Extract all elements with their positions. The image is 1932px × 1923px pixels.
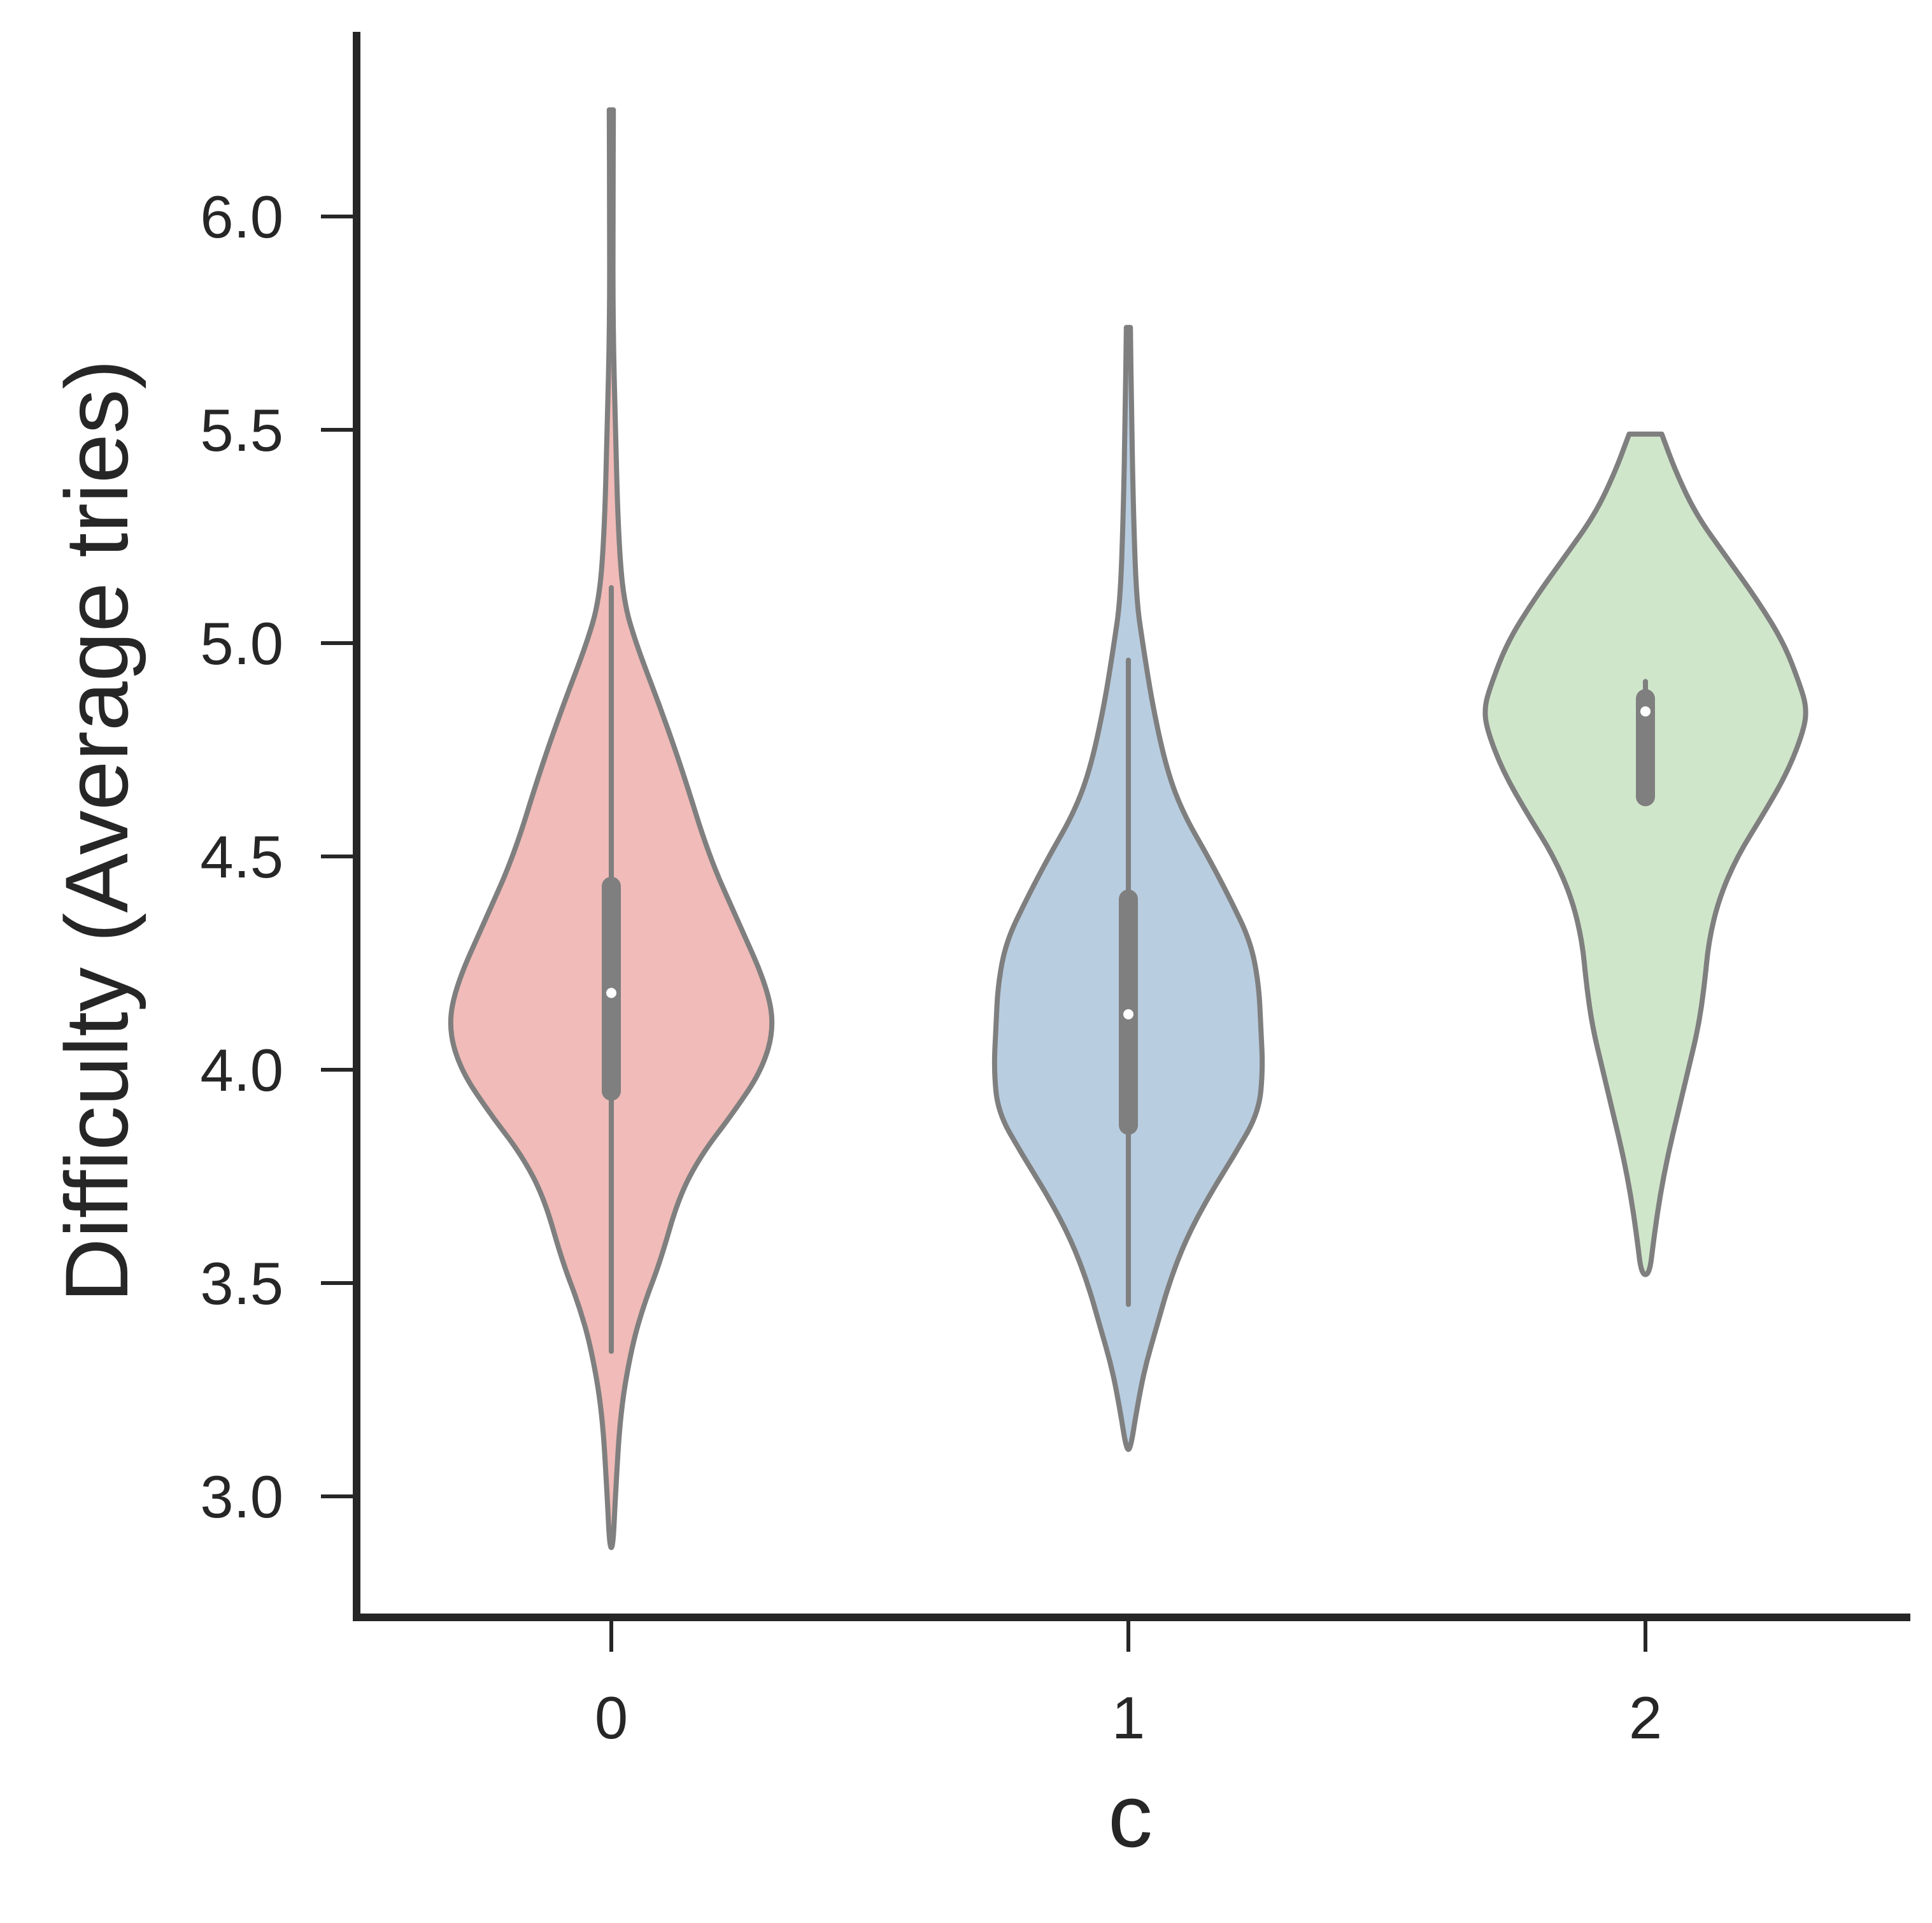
y-tick-label: 3.0: [200, 1463, 283, 1530]
y-tick-label: 5.0: [200, 610, 283, 677]
y-tick-label: 3.5: [200, 1250, 283, 1317]
x-tick-label: 2: [1629, 1684, 1662, 1751]
x-tick-label: 0: [595, 1684, 628, 1751]
y-ticks: 3.0 3.5 4.0 4.5 5.0 5.5 6.0: [200, 183, 357, 1530]
y-axis-label: Difficulty (Average tries): [46, 360, 146, 1303]
y-tick-label: 6.0: [200, 183, 283, 250]
x-ticks: 0 1 2: [595, 1621, 1662, 1751]
violin-2-median-point: [1640, 706, 1651, 717]
violin-1-median-point: [1123, 1009, 1133, 1019]
x-tick-label: 1: [1112, 1684, 1145, 1751]
violin-0-median-point: [606, 988, 616, 998]
x-axis-label: c: [1108, 1766, 1153, 1866]
axes: [353, 32, 1910, 1621]
y-tick-label: 5.5: [200, 397, 283, 464]
y-tick-label: 4.0: [200, 1037, 283, 1103]
y-tick-label: 4.5: [200, 823, 283, 890]
violin-2: [1482, 431, 1808, 1277]
violins-layer: [448, 107, 1808, 1550]
